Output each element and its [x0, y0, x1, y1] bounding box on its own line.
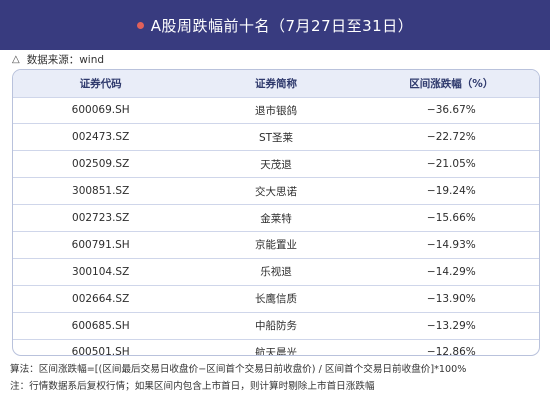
cell-name: 金莱特 — [260, 212, 292, 225]
cell-name: 长鹰信质 — [254, 293, 297, 306]
cell-change: −13.29% — [426, 319, 476, 332]
cell-change: −21.05% — [426, 158, 476, 171]
cell-change: −15.66% — [426, 212, 476, 224]
cell-change: −14.29% — [426, 265, 476, 278]
cell-name: 乐视退 — [260, 266, 292, 279]
table-row: 002473.SZ ST圣莱 −22.72% — [13, 123, 539, 150]
cell-change: −22.72% — [426, 131, 476, 144]
adjustment-note: 注：行情数据系后复权行情；如果区间内包含上市首日，则计算时剔除上市首日涨跌幅 — [10, 381, 375, 392]
cell-code: 300851.SZ — [72, 185, 130, 198]
cell-change: −19.24% — [426, 185, 476, 198]
table-row: 600501.SH 航天晨光 −12.86% — [13, 338, 539, 356]
cell-code: 002664.SZ — [72, 292, 130, 305]
cell-code: 002509.SZ — [72, 158, 130, 171]
table-row: 600069.SH 退市银鸽 −36.67% — [13, 96, 539, 124]
page-title: A股周跌幅前十名（7月27日至31日） — [150, 16, 414, 35]
cell-code: 300104.SZ — [72, 265, 130, 278]
header-code: 证券代码 — [79, 77, 122, 90]
table-row: 300104.SZ 乐视退 −14.29% — [13, 257, 539, 285]
cell-name: 京能置业 — [254, 239, 297, 252]
cell-name: 天茂退 — [260, 158, 292, 171]
cell-change: −13.90% — [426, 292, 476, 305]
formula-note: 算法：区间涨跌幅=[(区间最后交易日收盘价−区间首个交易日前收盘价) / 区间首… — [10, 364, 467, 375]
table-row: 600685.SH 中船防务 −13.29% — [13, 311, 539, 339]
table-row: 300851.SZ 交大思诺 −19.24% — [13, 177, 539, 204]
triangle-icon: △ — [12, 54, 20, 65]
footnotes: 算法：区间涨跌幅=[(区间最后交易日收盘价−区间首个交易日前收盘价) / 区间首… — [10, 361, 544, 395]
source-text: 数据来源：wind — [26, 54, 105, 66]
cell-name: 退市银鸽 — [254, 104, 297, 117]
source-line: △ 数据来源：wind — [12, 51, 104, 68]
cell-change: −36.67% — [426, 104, 476, 117]
cell-change: −12.86% — [426, 346, 476, 356]
table-row: 002664.SZ 长鹰信质 −13.90% — [13, 284, 539, 312]
table-row: 600791.SH 京能置业 −14.93% — [13, 230, 539, 258]
cell-code: 002723.SZ — [72, 212, 130, 224]
cell-name: 航天晨光 — [254, 346, 297, 356]
cell-code: 002473.SZ — [72, 131, 130, 144]
cell-name: ST圣莱 — [258, 131, 294, 144]
table-header-row: 证券代码 证券简称 区间涨跌幅（%） — [13, 70, 539, 97]
title-bar: A股周跌幅前十名（7月27日至31日） — [0, 0, 550, 50]
cell-code: 600685.SH — [71, 319, 130, 332]
header-change: 区间涨跌幅（%） — [409, 77, 494, 90]
cell-code: 600501.SH — [71, 346, 130, 356]
cell-code: 600069.SH — [71, 104, 130, 117]
header-name: 证券简称 — [254, 77, 297, 90]
cell-name: 中船防务 — [254, 320, 297, 333]
table-row: 002723.SZ 金莱特 −15.66% — [13, 204, 539, 231]
cell-code: 600791.SH — [71, 238, 130, 251]
data-table: 证券代码 证券简称 区间涨跌幅（%） 600069.SH 退市银鸽 −36.67… — [12, 69, 540, 356]
table-row: 002509.SZ 天茂退 −21.05% — [13, 150, 539, 177]
cell-name: 交大思诺 — [254, 185, 297, 198]
cell-change: −14.93% — [426, 238, 476, 251]
title-dot-icon — [136, 21, 144, 29]
